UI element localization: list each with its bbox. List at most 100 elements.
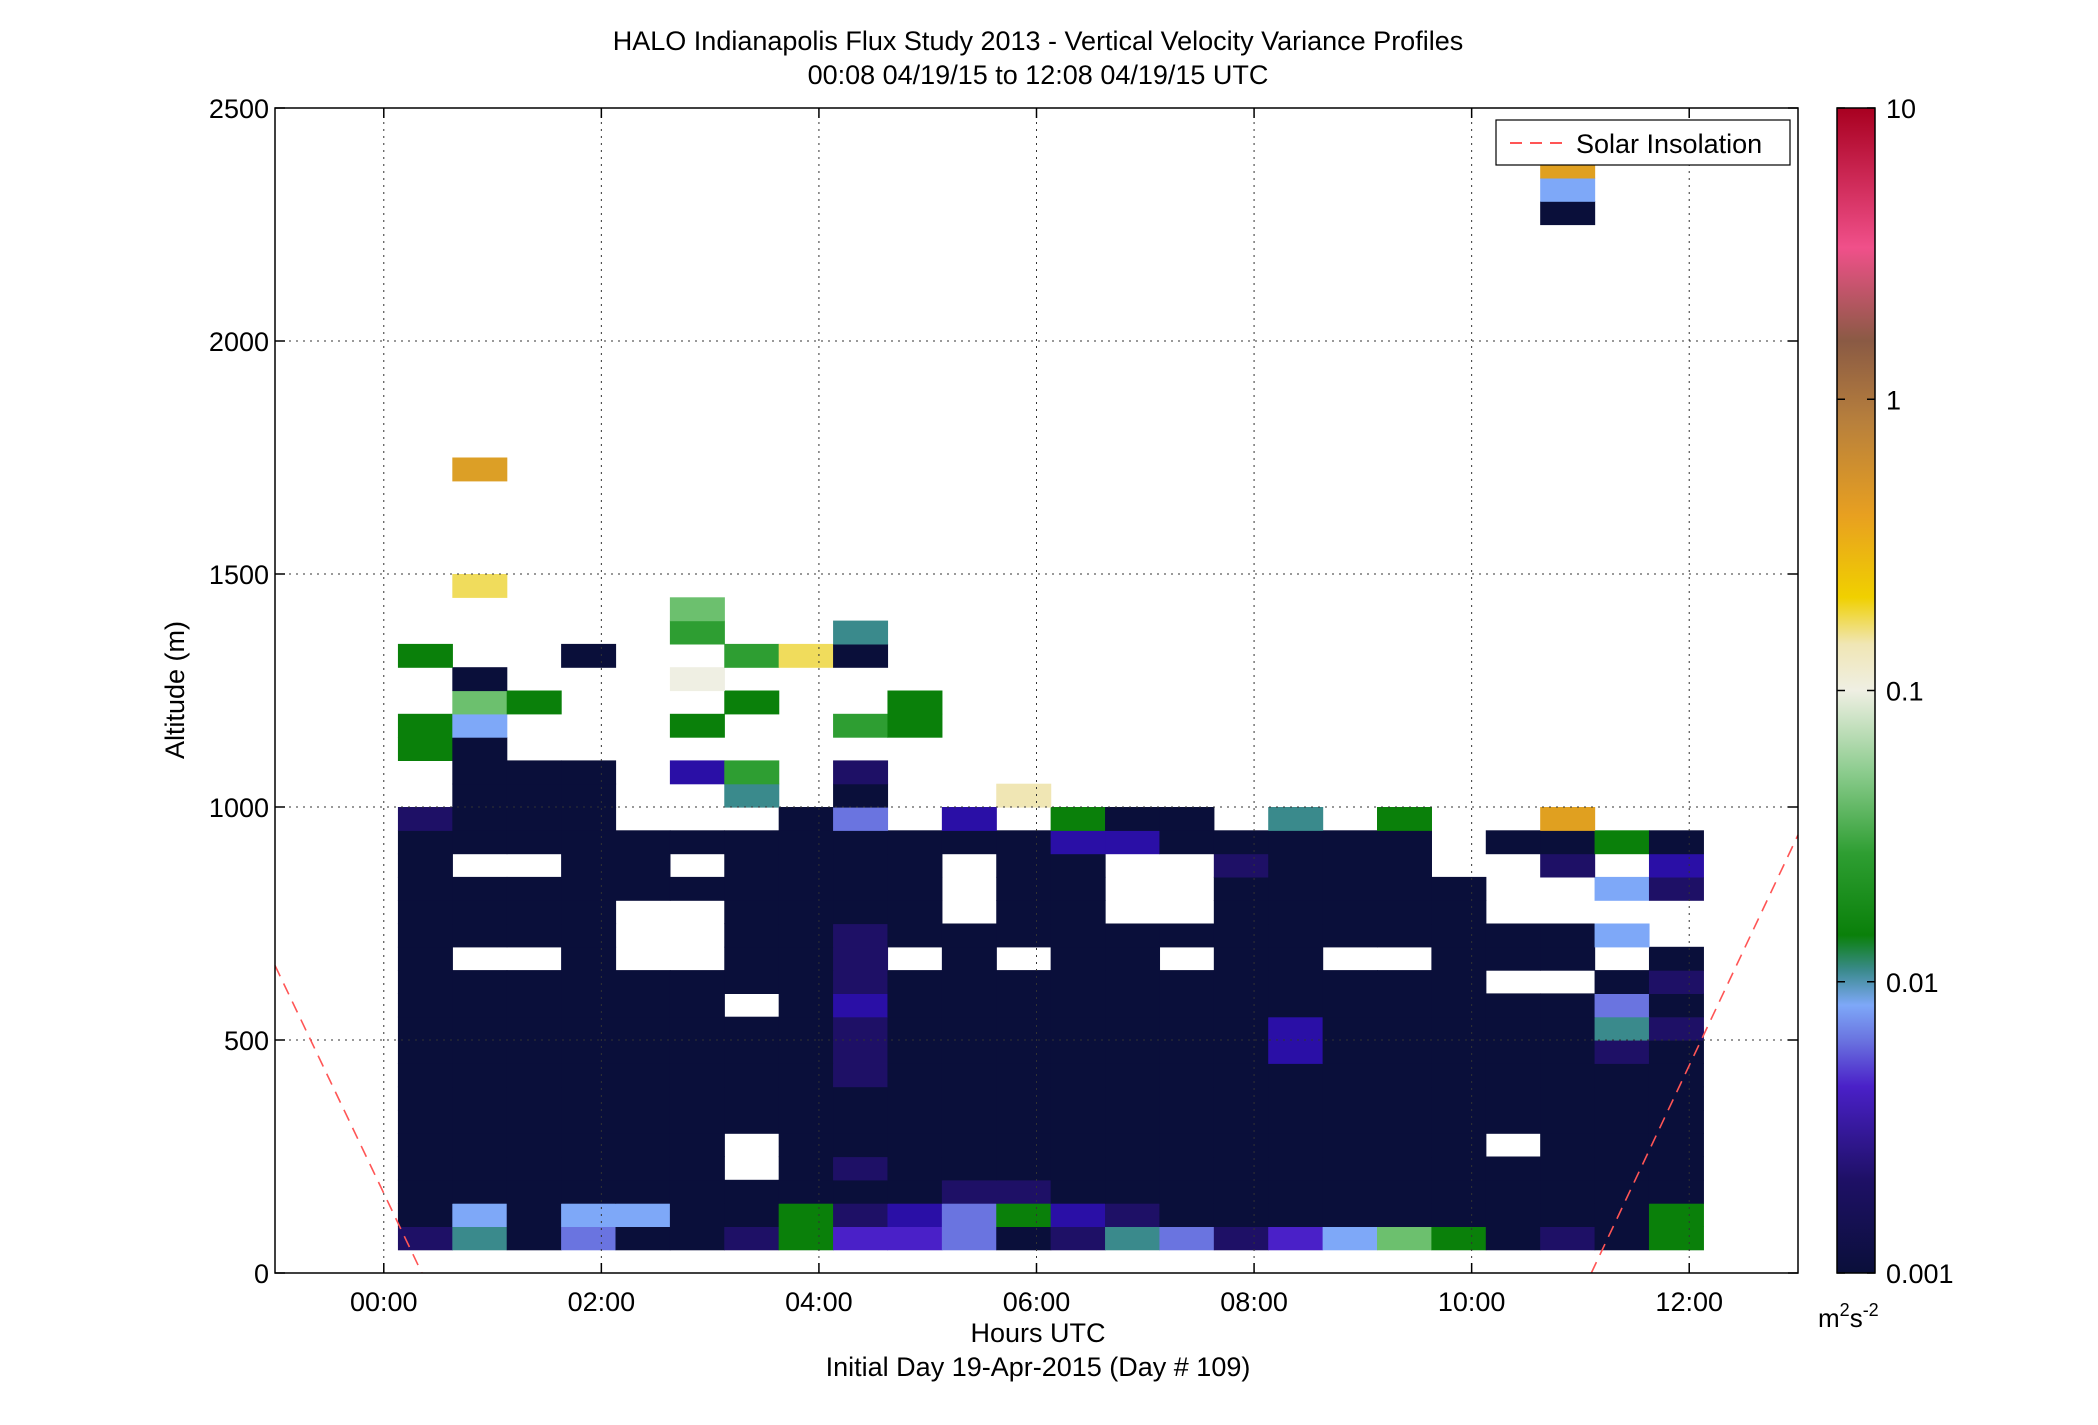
heatmap-cell: [1485, 993, 1541, 1018]
heatmap-cell: [1050, 853, 1106, 878]
heatmap-cell: [615, 1040, 671, 1064]
heatmap-cell: [1540, 1179, 1596, 1204]
x-tick-label: 10:00: [1438, 1287, 1506, 1317]
heatmap-cell: [1050, 1086, 1106, 1111]
heatmap-cell: [1485, 1086, 1541, 1111]
heatmap-cell: [1322, 923, 1378, 948]
heatmap-cell: [452, 1179, 508, 1204]
heatmap-cell: [1268, 1016, 1324, 1041]
heatmap-cell: [996, 1109, 1052, 1134]
y-tick-label: 2500: [209, 94, 269, 124]
heatmap-cell: [1431, 1133, 1487, 1158]
heatmap-cell: [1540, 1156, 1596, 1181]
heatmap-cell: [833, 1086, 889, 1111]
heatmap-cell: [778, 923, 834, 948]
heatmap-cell: [1377, 1016, 1432, 1041]
heatmap-cell: [397, 713, 453, 738]
heatmap-cell: [833, 1156, 889, 1181]
heatmap-cell: [669, 876, 725, 901]
heatmap-cell: [778, 1179, 834, 1204]
heatmap-cell: [452, 760, 508, 785]
heatmap-cell: [1485, 1203, 1541, 1227]
heatmap-cell: [1648, 1203, 1704, 1227]
heatmap-cell: [1540, 1203, 1596, 1227]
heatmap-cell: [724, 946, 780, 971]
heatmap-cell: [1050, 1109, 1106, 1134]
heatmap-cell: [397, 1040, 453, 1064]
heatmap-cell: [1377, 900, 1432, 925]
heatmap-cell: [561, 970, 617, 994]
chart-subtitle: 00:08 04/19/15 to 12:08 04/19/15 UTC: [808, 60, 1269, 90]
heatmap-cell: [941, 1016, 997, 1041]
heatmap-cell: [452, 1156, 508, 1181]
heatmap-cell: [1322, 1086, 1378, 1111]
heatmap-cell: [724, 1179, 780, 1204]
heatmap-cell: [778, 970, 834, 994]
heatmap-cell: [1540, 1086, 1596, 1111]
heatmap-cell: [1159, 970, 1215, 994]
heatmap-cell: [1322, 1063, 1378, 1088]
heatmap-cell: [397, 643, 453, 668]
x-tick-label: 02:00: [568, 1287, 636, 1317]
heatmap-cell: [669, 970, 725, 994]
heatmap-cell: [1540, 1226, 1596, 1251]
heatmap-cell: [887, 1226, 943, 1251]
x-tick-label: 08:00: [1220, 1287, 1288, 1317]
heatmap-cell: [1540, 1040, 1596, 1064]
heatmap-cell: [452, 737, 508, 761]
heatmap-cell: [1594, 1179, 1650, 1204]
heatmap-cell: [561, 853, 617, 878]
heatmap-cell: [887, 1203, 943, 1227]
heatmap-cell: [1648, 1040, 1704, 1064]
heatmap-cell: [1105, 1179, 1161, 1204]
heatmap-cell: [1268, 807, 1324, 831]
heatmap-cell: [1594, 1133, 1650, 1158]
heatmap-cell: [1105, 1016, 1161, 1041]
heatmap-cell: [1485, 923, 1541, 948]
heatmap-cell: [561, 1226, 617, 1251]
heatmap-cell: [561, 830, 617, 855]
heatmap-cell: [996, 830, 1052, 855]
heatmap-cell: [1377, 970, 1432, 994]
heatmap-cell: [1594, 1226, 1650, 1251]
heatmap-cell: [778, 1133, 834, 1158]
heatmap-cell: [1105, 1040, 1161, 1064]
heatmap-cell: [996, 853, 1052, 878]
heatmap-cell: [561, 783, 617, 808]
heatmap-cell: [941, 1063, 997, 1088]
heatmap-cell: [1540, 1109, 1596, 1134]
x-axis-label-secondary: Initial Day 19-Apr-2015 (Day # 109): [826, 1352, 1251, 1382]
heatmap-cell: [887, 1109, 943, 1134]
heatmap-cell: [887, 690, 943, 715]
heatmap-cell: [1648, 1156, 1704, 1181]
heatmap-cell: [1105, 1156, 1161, 1181]
plot-area: 00:00 02:00 04:00 06:00 08:00 10:00 12:00 0 500 1…: [209, 94, 1799, 1317]
heatmap-cell: [724, 900, 780, 925]
heatmap-cell: [1431, 993, 1487, 1018]
heatmap-cell: [1431, 1040, 1487, 1064]
heatmap-cell: [506, 807, 562, 831]
heatmap-cell: [996, 783, 1052, 808]
heatmap-cell: [833, 1109, 889, 1134]
heatmap-cell: [833, 1226, 889, 1251]
colorbar-tick-label: 0.1: [1886, 677, 1924, 707]
heatmap-cell: [1268, 1203, 1324, 1227]
heatmap-cell: [506, 993, 562, 1018]
heatmap-cell: [1050, 993, 1106, 1018]
heatmap-cell: [887, 1086, 943, 1111]
heatmap-cell: [397, 1203, 453, 1227]
heatmap-cell: [397, 970, 453, 994]
heatmap-cell: [615, 876, 671, 901]
heatmap-cell: [1213, 1179, 1269, 1204]
heatmap-cell: [1213, 1109, 1269, 1134]
heatmap-cell: [887, 876, 943, 901]
heatmap-cell: [1431, 900, 1487, 925]
heatmap-cell: [452, 830, 508, 855]
heatmap-cell: [833, 923, 889, 948]
heatmap-cell: [941, 1040, 997, 1064]
colorbar-unit-exp1: 2: [1840, 1300, 1850, 1320]
heatmap-cell: [833, 970, 889, 994]
axis-ticks: 00:00 02:00 04:00 06:00 08:00 10:00 12:00 0 500 1…: [209, 94, 1798, 1317]
heatmap-cell: [887, 853, 943, 878]
heatmap-cell: [669, 597, 725, 622]
